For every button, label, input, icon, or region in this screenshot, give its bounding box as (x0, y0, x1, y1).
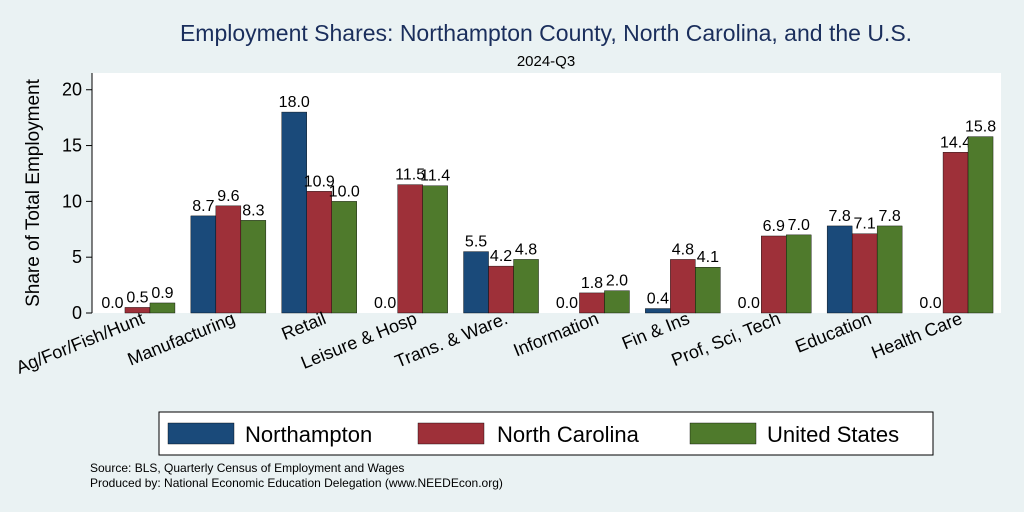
data-label: 4.2 (490, 248, 512, 265)
bar (190, 215, 217, 314)
data-label: 2.0 (606, 273, 628, 290)
bar (942, 152, 969, 314)
data-label: 10.9 (304, 173, 335, 190)
bar (463, 251, 489, 314)
category-label: Retail (279, 308, 329, 344)
bar (876, 225, 903, 314)
category-label: Education (792, 308, 874, 357)
data-label: 7.0 (788, 217, 810, 234)
data-label: 0.0 (738, 295, 760, 312)
y-tick-label: 10 (62, 191, 82, 211)
bar (281, 111, 307, 314)
legend-box (158, 411, 934, 456)
y-tick-label: 20 (62, 80, 82, 100)
bar (670, 259, 696, 314)
data-label: 10.0 (329, 183, 360, 200)
data-label: 11.4 (420, 168, 450, 185)
bar (851, 233, 878, 314)
y-axis-label: Share of Total Employment (23, 78, 44, 306)
bar (240, 220, 267, 314)
chart-title: Employment Shares: Northampton County, N… (180, 20, 912, 46)
data-label: 1.8 (581, 275, 603, 292)
data-label: 8.3 (242, 202, 264, 219)
bar (826, 225, 853, 314)
data-label: 4.1 (697, 249, 719, 266)
data-label: 18.0 (279, 94, 310, 111)
data-label: 6.9 (763, 218, 785, 235)
y-axis: 0 5 10 15 20 (62, 73, 93, 323)
bar (149, 302, 176, 314)
data-label: 0.0 (374, 295, 396, 312)
bar (967, 136, 994, 314)
data-label: 7.8 (829, 208, 851, 225)
bar (331, 201, 357, 314)
data-label: 9.6 (217, 188, 239, 205)
legend-swatch (689, 422, 757, 445)
source-line-2: Produced by: National Economic Education… (90, 476, 503, 490)
bar (397, 184, 423, 314)
data-label: 0.5 (126, 289, 148, 306)
bar (215, 205, 242, 314)
legend-label: Northampton (245, 422, 372, 447)
data-label: 0.4 (647, 291, 669, 308)
data-label: 0.9 (151, 285, 173, 302)
bar (761, 235, 787, 314)
chart-subtitle: 2024-Q3 (517, 53, 575, 70)
bar (488, 265, 514, 314)
data-label: 0.0 (101, 295, 123, 312)
y-tick-label: 15 (62, 136, 82, 156)
data-label: 0.0 (556, 295, 578, 312)
bar (306, 191, 332, 314)
bar (513, 259, 539, 314)
data-label: 7.8 (879, 208, 901, 225)
data-label: 11.5 (395, 167, 425, 184)
source-line-1: Source: BLS, Quarterly Census of Employm… (90, 461, 404, 475)
bar (604, 290, 630, 314)
bar (422, 185, 448, 314)
legend: Northampton North Carolina United States (158, 411, 934, 456)
data-label: 4.8 (672, 241, 694, 258)
data-label: 14.4 (940, 134, 971, 151)
legend-label: North Carolina (497, 422, 640, 447)
data-label: 15.8 (965, 119, 996, 136)
bar (786, 234, 812, 314)
bar (695, 267, 721, 314)
category-label: Health Care (869, 308, 966, 363)
y-tick-label: 0 (72, 303, 82, 323)
data-label: 8.7 (192, 198, 214, 215)
legend-swatch (417, 422, 485, 445)
category-label: Information (510, 308, 601, 360)
legend-label: United States (767, 422, 899, 447)
y-tick-label: 5 (72, 247, 82, 267)
legend-swatch (167, 422, 235, 445)
data-label: 4.8 (515, 241, 537, 258)
bars: 0.0 0.5 0.98.79.68.318.010.910.00.011.511.… (101, 94, 996, 314)
bar (645, 308, 671, 314)
data-label: 7.1 (854, 216, 876, 233)
data-label: 0.0 (919, 295, 941, 312)
data-label: 5.5 (465, 234, 487, 251)
